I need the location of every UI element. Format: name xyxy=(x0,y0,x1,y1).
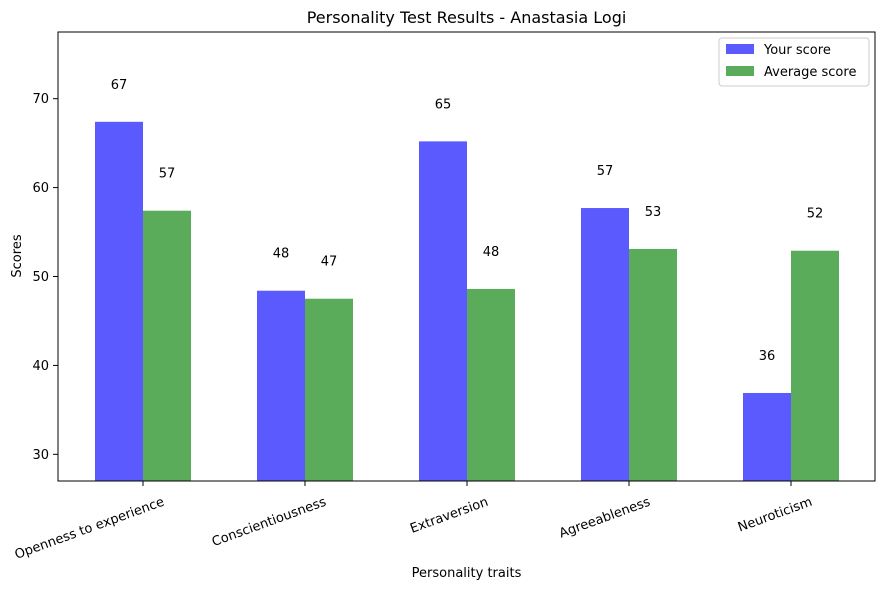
bar-average-score-4 xyxy=(629,248,677,481)
bar-label-your-score-1: 67 xyxy=(111,78,128,93)
bar-label-your-score-4: 57 xyxy=(597,164,614,179)
x-axis-label: Personality traits xyxy=(412,566,522,581)
bar-label-average-score-4: 53 xyxy=(645,205,662,220)
bar-label-average-score-3: 48 xyxy=(483,245,500,260)
bar-average-score-3 xyxy=(467,288,515,481)
y-tick-label: 40 xyxy=(32,359,49,374)
bar-average-score-1 xyxy=(143,210,191,482)
legend-label-average-score: Average score xyxy=(764,65,856,80)
bars-group xyxy=(95,121,839,482)
x-tick-label: Agreeableness xyxy=(557,495,652,542)
x-tick-label: Neuroticism xyxy=(736,495,814,536)
bar-label-your-score-5: 36 xyxy=(759,349,776,364)
bar-your-score-1 xyxy=(95,121,143,482)
legend-label-your-score: Your score xyxy=(763,43,831,58)
legend-swatch-average-score xyxy=(726,66,754,76)
bar-label-average-score-1: 57 xyxy=(159,167,176,182)
x-tick-label: Extraversion xyxy=(408,495,490,537)
y-axis-label: Scores xyxy=(10,234,25,277)
y-tick-label: 70 xyxy=(32,92,49,107)
legend-frame xyxy=(718,37,870,87)
bar-your-score-3 xyxy=(419,141,467,481)
legend-swatch-your-score xyxy=(726,44,754,54)
legend: Your score Average score xyxy=(718,37,870,87)
chart-title: Personality Test Results - Anastasia Log… xyxy=(307,8,627,27)
bar-average-score-5 xyxy=(791,250,839,481)
bar-label-average-score-5: 52 xyxy=(807,207,824,222)
y-tick-label: 50 xyxy=(32,270,49,285)
bar-label-average-score-2: 47 xyxy=(321,255,338,270)
x-tick-label: Conscientiousness xyxy=(210,495,329,550)
x-tick-label: Openness to experience xyxy=(13,495,166,563)
bar-label-your-score-2: 48 xyxy=(273,247,290,262)
y-tick-label: 30 xyxy=(32,448,49,463)
x-axis: Openness to experience Conscientiousness E… xyxy=(13,481,814,563)
bar-your-score-2 xyxy=(257,290,305,481)
bar-average-score-2 xyxy=(305,298,353,481)
y-tick-label: 60 xyxy=(32,181,49,196)
bar-your-score-5 xyxy=(743,392,791,481)
y-axis: 30 40 50 60 70 xyxy=(32,92,58,463)
bar-label-your-score-3: 65 xyxy=(435,97,452,112)
bar-your-score-4 xyxy=(581,208,629,481)
bar-labels-group: 67 57 48 47 65 48 57 53 36 52 xyxy=(111,78,824,364)
